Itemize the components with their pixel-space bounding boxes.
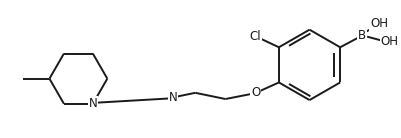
Text: B: B: [357, 29, 365, 42]
Text: N: N: [168, 91, 177, 104]
Text: OH: OH: [369, 17, 387, 30]
Text: Cl: Cl: [249, 30, 261, 43]
Text: N: N: [88, 97, 97, 110]
Text: O: O: [250, 86, 259, 99]
Text: OH: OH: [380, 35, 398, 48]
